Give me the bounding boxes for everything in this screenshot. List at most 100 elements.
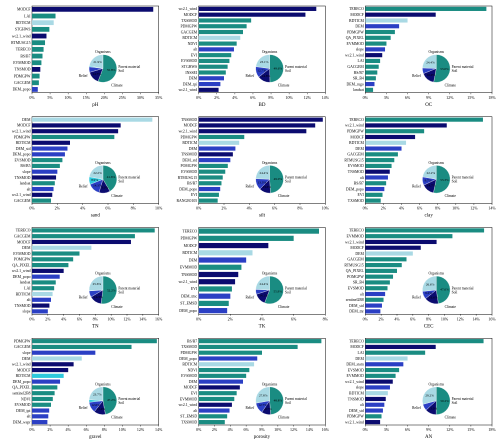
category-label: QA_PIXEL [346, 269, 365, 273]
bar-alt [32, 414, 49, 419]
bar-MODCF [365, 134, 416, 140]
category-label: BS/B7 [20, 54, 30, 58]
bar-STGHWS [32, 26, 50, 32]
bar-BDTICM [198, 362, 255, 367]
bar-GACGEM [365, 152, 398, 157]
pie-pct-label: 24.4% [260, 171, 269, 175]
x-tick-label: 15% [467, 427, 475, 432]
bar-BDTICM [32, 291, 53, 297]
category-label: BDTICM [182, 36, 197, 40]
bar-DEM_popo [32, 274, 60, 279]
x-axis-label: sand [91, 214, 101, 219]
bar-DEM [198, 379, 243, 384]
bar-QA_PIXEL [32, 385, 58, 390]
pie-category-label: Relief [79, 406, 89, 410]
bar-alt [365, 175, 388, 180]
bar-wc2.1_wind [365, 420, 381, 425]
category-label: MODCF [184, 124, 198, 128]
pie-slice-organisms [433, 54, 451, 83]
x-tick-label: 0% [196, 95, 202, 100]
category-label: slope [356, 386, 364, 390]
bar-wc2.1_wind [32, 192, 53, 197]
x-tick-label: 8% [268, 95, 274, 100]
pie-category-label: Parent material [118, 397, 140, 401]
pie-pct-label: 14.8% [262, 74, 271, 78]
pie-pct-label: 22.2% [93, 171, 102, 175]
category-label: MODCF [17, 8, 31, 12]
x-tick-label: 8% [435, 206, 441, 211]
pie-slice-organisms [102, 386, 117, 415]
pie-category-label: Organisms [429, 382, 445, 386]
category-label: TERECO [16, 229, 31, 233]
category-label: MODCF [350, 345, 364, 349]
pie-category-label: Soil [452, 180, 458, 184]
bar-alt [365, 402, 385, 407]
category-label: TNSMOD [14, 68, 30, 72]
pie-slice-soil [88, 275, 104, 291]
bar-slope [32, 350, 96, 355]
bar-TERECO [198, 228, 319, 234]
bar-BS/B7 [365, 70, 378, 75]
pie-pct-label: 55.9% [274, 289, 283, 293]
bar-MODCF [365, 12, 436, 17]
bar-wc2.1_wind [365, 239, 437, 245]
x-tick-label: 4% [247, 206, 253, 211]
bar-EVI [198, 192, 219, 197]
bar-BDTICM [365, 18, 408, 23]
bar-TNSMOD [198, 117, 323, 122]
bar-wc2.1_wind [198, 6, 317, 11]
bar-landsat [32, 181, 55, 186]
category-label: RTMUSG15 [344, 263, 363, 267]
x-tick-label: 2% [45, 316, 51, 321]
category-label: PDMGPW [347, 30, 364, 34]
pie-pct-label: 26.6% [426, 282, 435, 286]
pie-pct-label: 24.4% [426, 60, 435, 64]
bar-DEM [365, 251, 413, 256]
category-label: GACGEM [14, 345, 31, 349]
x-tick-label: 2% [221, 206, 227, 211]
bar-DEM_popo [198, 356, 258, 361]
bar-PDMGPW [198, 350, 262, 355]
bar-EVI [365, 192, 383, 197]
category-label: TXSMOD [181, 19, 197, 23]
pie-slice-soil [255, 386, 270, 404]
x-tick-label: 4% [66, 427, 72, 432]
category-label: BS/B7 [354, 182, 364, 186]
bar-RTMUSG15 [32, 40, 46, 46]
x-tick-label: 4% [259, 316, 265, 321]
category-label: DEM_tpi [183, 82, 197, 86]
category-label: EVI [358, 193, 365, 197]
bar-PDMGPW [32, 73, 40, 79]
x-tick-label: 0% [363, 316, 369, 321]
category-label: GACGEM [181, 30, 198, 34]
bar-DEM_std [198, 158, 231, 163]
bar-MODCF [365, 344, 436, 350]
x-tick-label: 15% [467, 95, 475, 100]
bar-RTMUSG15 [365, 158, 395, 163]
category-label: POMGPW [347, 275, 364, 279]
bar-EVSMOD [365, 286, 388, 291]
bar-TXSMOD [365, 198, 381, 203]
pie-slice-organisms [269, 165, 284, 194]
bar-QA_PIXEL [32, 263, 69, 268]
category-label: MODCF [184, 386, 198, 390]
x-axis-label: BD [259, 103, 266, 108]
pie-pct-label: 14.7% [93, 72, 102, 76]
bar-ST_EMSD [198, 300, 229, 307]
category-label: TNSMOD [348, 397, 364, 401]
x-axis-label: AN [425, 435, 433, 440]
pie-pct-label: 41.6% [107, 175, 116, 179]
bar-DEM_stam [365, 362, 404, 367]
pie-category-label: Soil [452, 290, 458, 294]
bar-PDMGPW [365, 29, 395, 35]
bar-BDTICM [32, 20, 54, 26]
x-tick-label: 10% [452, 206, 460, 211]
pie-category-label: Relief [245, 295, 255, 299]
pie-category-label: Relief [412, 295, 422, 299]
x-tick-label: 6% [417, 206, 423, 211]
pie-category-label: Organisms [262, 382, 278, 386]
category-label: EVMMOD [13, 252, 31, 256]
pie-category-label: Climate [445, 305, 457, 309]
category-label: STGHWS [182, 65, 198, 69]
